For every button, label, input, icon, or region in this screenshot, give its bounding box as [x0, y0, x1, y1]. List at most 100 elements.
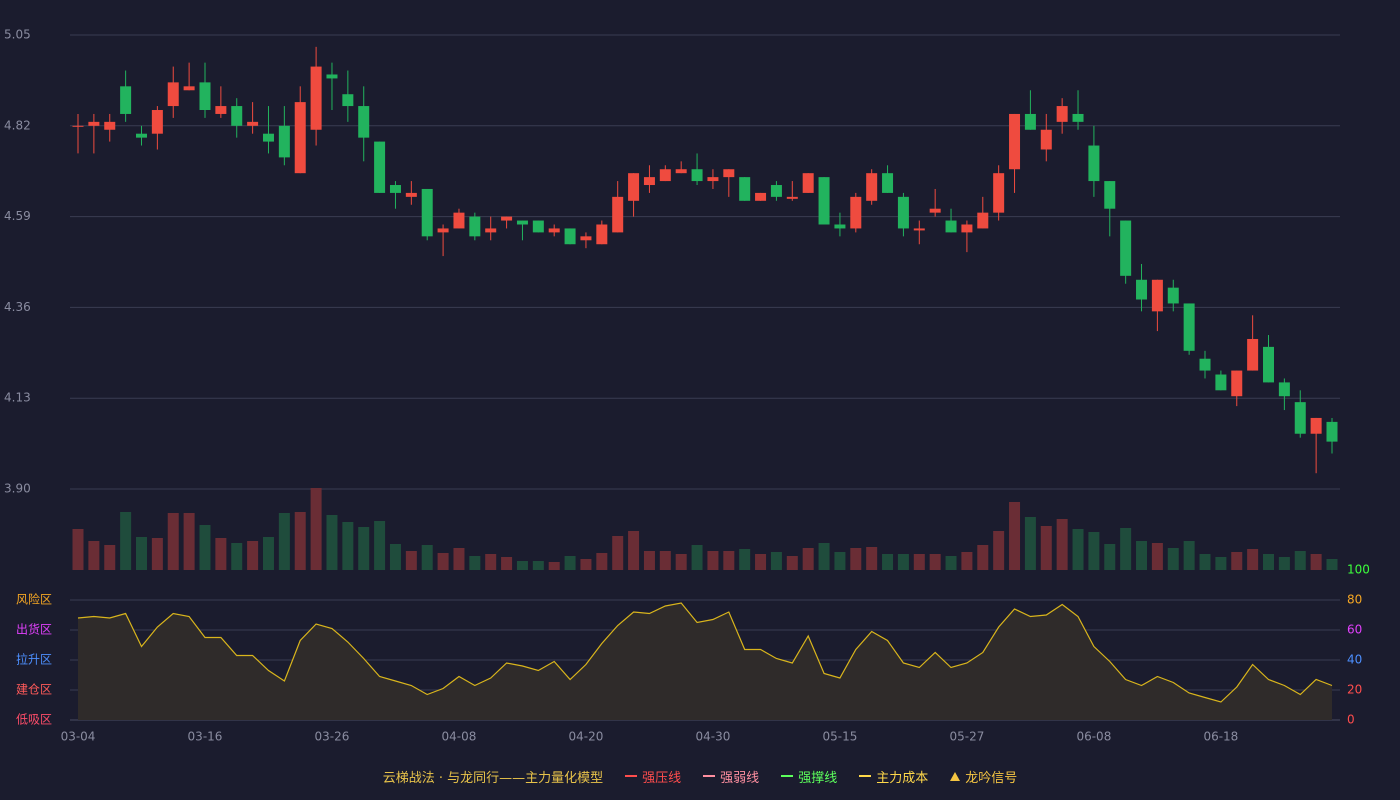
legend-label: 强撑线: [798, 770, 838, 786]
volume-bar: [1278, 557, 1290, 570]
candle-body: [374, 141, 386, 193]
candle-body: [485, 228, 497, 233]
candle-body: [1009, 113, 1021, 170]
x-tick-label: 03-26: [315, 730, 350, 744]
volume-bar: [1199, 554, 1211, 570]
volume-bar: [866, 547, 878, 570]
zone-label: 拉升区: [16, 652, 52, 667]
volume-bar: [977, 545, 989, 570]
volume-bar: [659, 551, 671, 570]
zone-label: 建仓区: [16, 683, 52, 697]
candle-body: [596, 224, 608, 245]
candle-body: [961, 224, 973, 233]
volume-bar: [1151, 543, 1163, 570]
volume-bar: [342, 522, 354, 570]
candle-body: [310, 66, 322, 130]
candle-body: [1120, 220, 1132, 276]
candle-body: [977, 212, 989, 229]
candle-body: [516, 220, 528, 225]
y2-tick-label: 0: [1347, 713, 1355, 727]
legend-marker: [859, 775, 872, 777]
candle-body: [278, 125, 290, 158]
volume-bar: [993, 531, 1005, 570]
volume-bar: [897, 554, 909, 570]
volume-bar: [1120, 528, 1132, 570]
candle-body: [580, 236, 592, 241]
volume-bar: [1024, 517, 1036, 570]
volume-bar: [1263, 554, 1275, 570]
candle-body: [437, 228, 449, 233]
legend: 云梯战法 · 与龙同行——主力量化模型 强压线 强弱线 强撑线 主力成本 龙吟信号: [0, 766, 1400, 786]
candle-body: [501, 216, 513, 221]
candle-body: [945, 220, 957, 233]
volume-bar: [310, 488, 322, 570]
volume-bar: [485, 554, 497, 570]
candle-body: [215, 106, 227, 114]
legend-label: 强压线: [642, 770, 682, 786]
volume-bar: [929, 554, 941, 570]
candle-body: [1247, 338, 1259, 371]
x-tick-label: 04-08: [442, 730, 477, 744]
candle-body: [358, 106, 370, 138]
candle-body: [882, 173, 894, 193]
volume-bar: [675, 554, 687, 570]
candle-body: [897, 196, 909, 229]
volume-bar: [818, 543, 830, 570]
zone-label: 低吸区: [16, 713, 52, 727]
volume-bar: [1136, 541, 1148, 570]
candle-body: [850, 196, 862, 229]
candle-body: [1263, 346, 1275, 383]
candle-body: [120, 86, 132, 114]
candle-body: [786, 196, 798, 199]
legend-title: 云梯战法 · 与龙同行——主力量化模型: [382, 770, 604, 786]
y-tick-label: 4.13: [4, 391, 31, 405]
volume-bar: [437, 553, 449, 570]
candle-body: [1326, 421, 1338, 442]
y2-tick-label: 60: [1347, 623, 1362, 637]
x-tick-label: 05-15: [822, 730, 857, 744]
x-tick-label: 03-16: [188, 730, 223, 744]
candle-body: [88, 121, 100, 126]
volume-bar: [596, 553, 608, 570]
candle-body: [564, 228, 576, 245]
candle-body: [1072, 113, 1084, 122]
volume-bar: [707, 551, 719, 570]
legend-marker: [625, 775, 638, 777]
candle-body: [802, 173, 814, 193]
candle-body: [1167, 287, 1179, 304]
candle-body: [389, 185, 401, 193]
legend-marker: [781, 775, 794, 777]
volume-bar: [913, 554, 925, 570]
volume-bar: [723, 551, 735, 570]
legend-item: 强弱线: [703, 767, 759, 786]
x-tick-label: 04-30: [695, 730, 730, 744]
volume-bar: [405, 551, 417, 570]
candle-body: [294, 102, 306, 174]
volume-bar: [691, 545, 703, 570]
candle-body: [834, 224, 846, 229]
x-tick-label: 05-27: [949, 730, 984, 744]
volume-bar: [961, 552, 973, 570]
candle-body: [913, 228, 925, 231]
volume-bar: [786, 556, 798, 570]
candle-body: [104, 121, 116, 130]
candle-body: [993, 173, 1005, 213]
y2-tick-label: 20: [1347, 683, 1362, 697]
candle-body: [421, 188, 433, 237]
candle-body: [548, 228, 560, 233]
volume-bar: [1326, 559, 1338, 570]
volume-bar: [1183, 541, 1195, 570]
volume-bar: [628, 531, 640, 570]
y-tick-label: 5.05: [4, 28, 31, 42]
candle-body: [167, 82, 179, 107]
volume-bar: [945, 556, 957, 570]
volume-bar: [1040, 526, 1052, 570]
candle-body: [659, 169, 671, 182]
candle-body: [739, 177, 751, 201]
indicator-line: [77, 602, 1333, 703]
volume-bar: [1231, 552, 1243, 570]
legend-marker: [703, 775, 716, 777]
candle-body: [151, 110, 163, 134]
